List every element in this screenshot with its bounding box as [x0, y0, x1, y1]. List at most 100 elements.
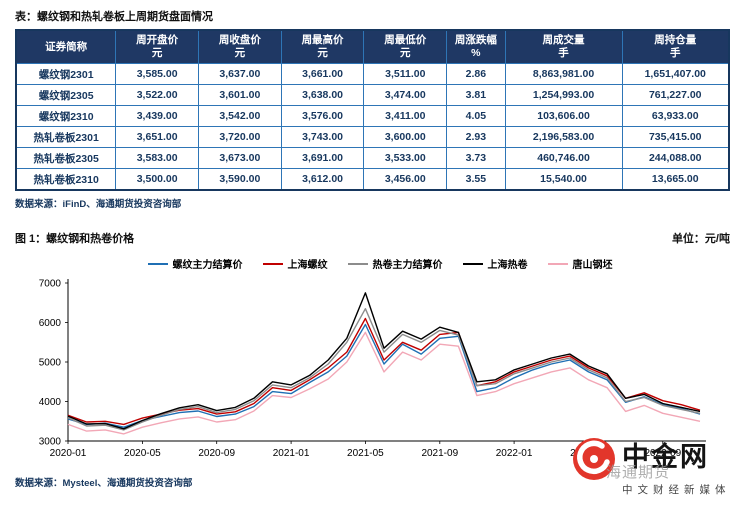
cell-high: 3,576.00: [280, 105, 365, 128]
cell-low: 3,533.00: [363, 147, 448, 170]
legend-swatch: [547, 262, 568, 265]
legend-item: 上海螺纹: [262, 256, 328, 272]
table-header-row: 证券简称 周开盘价元周收盘价元周最高价元周最低价元周涨跌幅% 周成交量手周持仓量手: [15, 29, 730, 65]
cell-open: 3,500.00: [115, 168, 200, 191]
chart-source: 数据来源：Mysteel、海通期货投资咨询部: [15, 478, 193, 490]
cell-open: 3,439.00: [115, 105, 200, 128]
cell-low: 3,474.00: [363, 84, 448, 107]
cell-open: 3,583.00: [115, 147, 200, 170]
cell-low: 3,411.00: [363, 105, 448, 128]
cell-oi: 63,933.00: [621, 105, 730, 128]
cell-vol: 103,606.00: [504, 105, 623, 128]
svg-text:5000: 5000: [39, 358, 62, 369]
table-row: 热轧卷板2310 3,500.00 3,590.00 3,612.00 3,456.00…: [15, 168, 730, 191]
cell-vol: 2,196,583.00: [504, 126, 623, 149]
table-body: 螺纹钢2301 3,585.00 3,637.00 3,661.00 3,511.00 2…: [15, 63, 730, 191]
line-chart-svg: 3000 4000 5000 6000 7000 2020-01 2020-05 2020-0…: [39, 279, 706, 459]
cell-chg: 2.93: [446, 126, 506, 149]
svg-text:2022-01: 2022-01: [496, 448, 533, 459]
cell-open: 3,651.00: [115, 126, 200, 149]
svg-text:2021-05: 2021-05: [347, 448, 384, 459]
branding-block: 中金网 中文财经新媒体 海通期货: [572, 435, 737, 505]
futures-table: 证券简称 周开盘价元周收盘价元周最高价元周最低价元周涨跌幅% 周成交量手周持仓量手 …: [15, 29, 730, 192]
cell-chg: 3.81: [446, 84, 506, 107]
cell-low: 3,511.00: [363, 63, 448, 86]
cell-vol: 460,746.00: [504, 147, 623, 170]
brand-name: 中金网: [622, 442, 709, 472]
svg-text:4000: 4000: [39, 397, 62, 408]
cell-chg: 3.55: [446, 168, 506, 191]
column-header: 周开盘价元: [115, 29, 200, 65]
column-header: 周收盘价元: [198, 29, 282, 65]
legend-swatch: [147, 262, 168, 265]
price-chart: 3000 4000 5000 6000 7000 2020-01 2020-05 2020-0…: [24, 273, 745, 470]
legend-swatch: [462, 262, 483, 265]
cell-name: 螺纹钢2301: [15, 63, 117, 86]
table-row: 热轧卷板2305 3,583.00 3,673.00 3,691.00 3,533.00…: [15, 147, 730, 170]
cell-name: 热轧卷板2305: [15, 147, 117, 170]
cell-close: 3,637.00: [198, 63, 282, 86]
cell-low: 3,456.00: [363, 168, 448, 191]
legend-label: 螺纹主力结算价: [172, 260, 243, 272]
svg-text:2022-09: 2022-09: [644, 448, 681, 459]
svg-text:2021-09: 2021-09: [421, 448, 458, 459]
table-head: 证券简称 周开盘价元周收盘价元周最高价元周最低价元周涨跌幅% 周成交量手周持仓量手: [15, 29, 730, 65]
cell-vol: 8,863,981.00: [504, 63, 623, 86]
brand-tagline: 中文财经新媒体: [622, 484, 731, 496]
cell-high: 3,661.00: [280, 63, 365, 86]
column-header: 周成交量手: [504, 29, 623, 65]
series-line: [67, 331, 701, 435]
cell-name: 螺纹钢2305: [15, 84, 117, 107]
table-row: 螺纹钢2301 3,585.00 3,637.00 3,661.00 3,511.00 2…: [15, 63, 730, 86]
cell-oi: 244,088.00: [621, 147, 730, 170]
cell-name: 螺纹钢2310: [15, 105, 117, 128]
table-row: 螺纹钢2310 3,439.00 3,542.00 3,576.00 3,411.00 4…: [15, 105, 730, 128]
cell-chg: 2.86: [446, 63, 506, 86]
cell-chg: 4.05: [446, 105, 506, 128]
cell-vol: 1,254,993.00: [504, 84, 623, 107]
cell-close: 3,590.00: [198, 168, 282, 191]
legend-swatch: [262, 262, 283, 265]
column-header: 周持仓量手: [621, 29, 730, 65]
cell-high: 3,691.00: [280, 147, 365, 170]
brand-text: 中金网 中文财经新媒体: [622, 435, 731, 497]
column-header: 证券简称: [15, 29, 117, 65]
column-header: 周最高价元: [280, 29, 365, 65]
svg-text:7000: 7000: [39, 279, 62, 290]
cell-close: 3,542.00: [198, 105, 282, 128]
series-line: [67, 308, 701, 431]
svg-text:3000: 3000: [39, 437, 62, 448]
column-header: 周涨跌幅%: [446, 29, 506, 65]
table-source: 数据来源：iFinD、海通期货投资咨询部: [15, 199, 182, 211]
chart-title: 图 1：螺纹钢和热卷价格: [15, 233, 135, 246]
cell-oi: 761,227.00: [621, 84, 730, 107]
legend-label: 上海热卷: [487, 260, 528, 272]
column-header: 周最低价元: [363, 29, 448, 65]
cngold-logo-icon: [572, 437, 616, 486]
chart-legend: 螺纹主力结算价 上海螺纹 热卷主力结算价 上海热卷 唐山钢坯: [50, 256, 710, 271]
svg-text:2020-09: 2020-09: [198, 448, 235, 459]
cell-chg: 3.73: [446, 147, 506, 170]
cell-open: 3,522.00: [115, 84, 200, 107]
cell-high: 3,743.00: [280, 126, 365, 149]
table-row: 热轧卷板2301 3,651.00 3,720.00 3,743.00 3,600.00…: [15, 126, 730, 149]
cell-name: 热轧卷板2310: [15, 168, 117, 191]
table-row: 螺纹钢2305 3,522.00 3,601.00 3,638.00 3,474.00 3…: [15, 84, 730, 107]
cell-name: 热轧卷板2301: [15, 126, 117, 149]
cell-open: 3,585.00: [115, 63, 200, 86]
svg-text:2020-01: 2020-01: [50, 448, 87, 459]
legend-item: 唐山钢坯: [547, 256, 613, 272]
legend-label: 上海螺纹: [287, 260, 328, 272]
cell-close: 3,601.00: [198, 84, 282, 107]
svg-text:6000: 6000: [39, 318, 62, 329]
legend-label: 唐山钢坯: [572, 260, 613, 272]
cell-low: 3,600.00: [363, 126, 448, 149]
series-line: [67, 324, 701, 429]
cell-high: 3,612.00: [280, 168, 365, 191]
cell-oi: 13,665.00: [621, 168, 730, 191]
table-title: 表：螺纹钢和热轧卷板上周期货盘面情况: [15, 11, 213, 23]
legend-label: 热卷主力结算价: [372, 260, 443, 272]
chart-unit-label: 单位：元/吨: [671, 233, 730, 246]
cell-vol: 15,540.00: [504, 168, 623, 191]
legend-swatch: [347, 262, 368, 265]
